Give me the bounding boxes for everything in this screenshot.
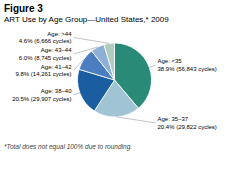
svg-text:Age: 38–4020.5% (29,907 cycles: Age: 38–4020.5% (29,907 cycles) xyxy=(12,88,72,102)
html-text:Figure 3: Figure 3 xyxy=(4,3,43,14)
svg-text:Age: <3538.9% (56,843 cycles): Age: <3538.9% (56,843 cycles) xyxy=(158,58,217,72)
svg-text:Age: >444.6% (6,666 cycles): Age: >444.6% (6,666 cycles) xyxy=(19,31,72,45)
svg-text:Age: 35–3720.4% (29,822 cycles: Age: 35–3720.4% (29,822 cycles) xyxy=(158,116,217,130)
html-text:ART Use by Age Group—United St: ART Use by Age Group—United States,* 200… xyxy=(4,15,169,24)
html-text:*Total does not equal 100% due: *Total does not equal 100% due to roundi… xyxy=(4,143,133,150)
svg-text:Age: 43–446.0% (8,745 cycles): Age: 43–446.0% (8,745 cycles) xyxy=(19,47,72,61)
svg-text:Age: 41–429.8% (14,261 cycles): Age: 41–429.8% (14,261 cycles) xyxy=(15,64,72,78)
